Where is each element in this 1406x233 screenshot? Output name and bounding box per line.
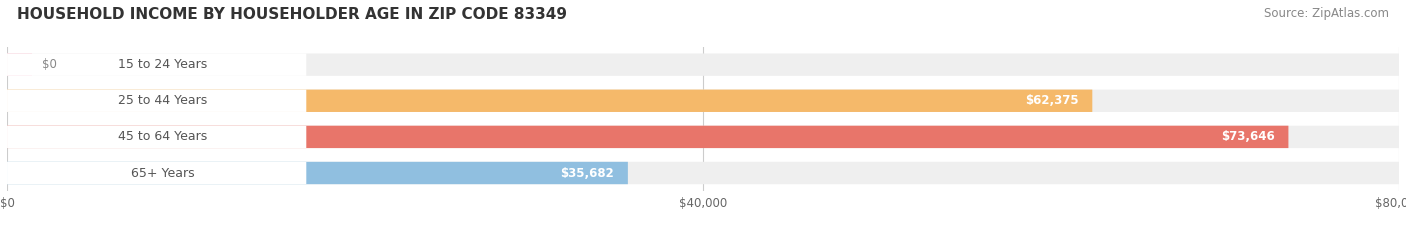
FancyBboxPatch shape [7, 126, 1288, 148]
FancyBboxPatch shape [7, 162, 307, 184]
Text: 65+ Years: 65+ Years [131, 167, 194, 179]
Text: $35,682: $35,682 [560, 167, 614, 179]
FancyBboxPatch shape [7, 53, 1399, 76]
FancyBboxPatch shape [7, 53, 32, 76]
FancyBboxPatch shape [7, 89, 307, 112]
Text: $0: $0 [42, 58, 56, 71]
Text: $73,646: $73,646 [1220, 130, 1274, 143]
Text: 25 to 44 Years: 25 to 44 Years [118, 94, 207, 107]
FancyBboxPatch shape [7, 126, 307, 148]
Text: 15 to 24 Years: 15 to 24 Years [118, 58, 207, 71]
FancyBboxPatch shape [7, 162, 1399, 184]
FancyBboxPatch shape [7, 89, 1399, 112]
Text: $62,375: $62,375 [1025, 94, 1078, 107]
Text: Source: ZipAtlas.com: Source: ZipAtlas.com [1264, 7, 1389, 20]
FancyBboxPatch shape [7, 89, 1092, 112]
FancyBboxPatch shape [7, 53, 307, 76]
Text: HOUSEHOLD INCOME BY HOUSEHOLDER AGE IN ZIP CODE 83349: HOUSEHOLD INCOME BY HOUSEHOLDER AGE IN Z… [17, 7, 567, 22]
Text: 45 to 64 Years: 45 to 64 Years [118, 130, 207, 143]
FancyBboxPatch shape [7, 126, 1399, 148]
FancyBboxPatch shape [7, 162, 628, 184]
